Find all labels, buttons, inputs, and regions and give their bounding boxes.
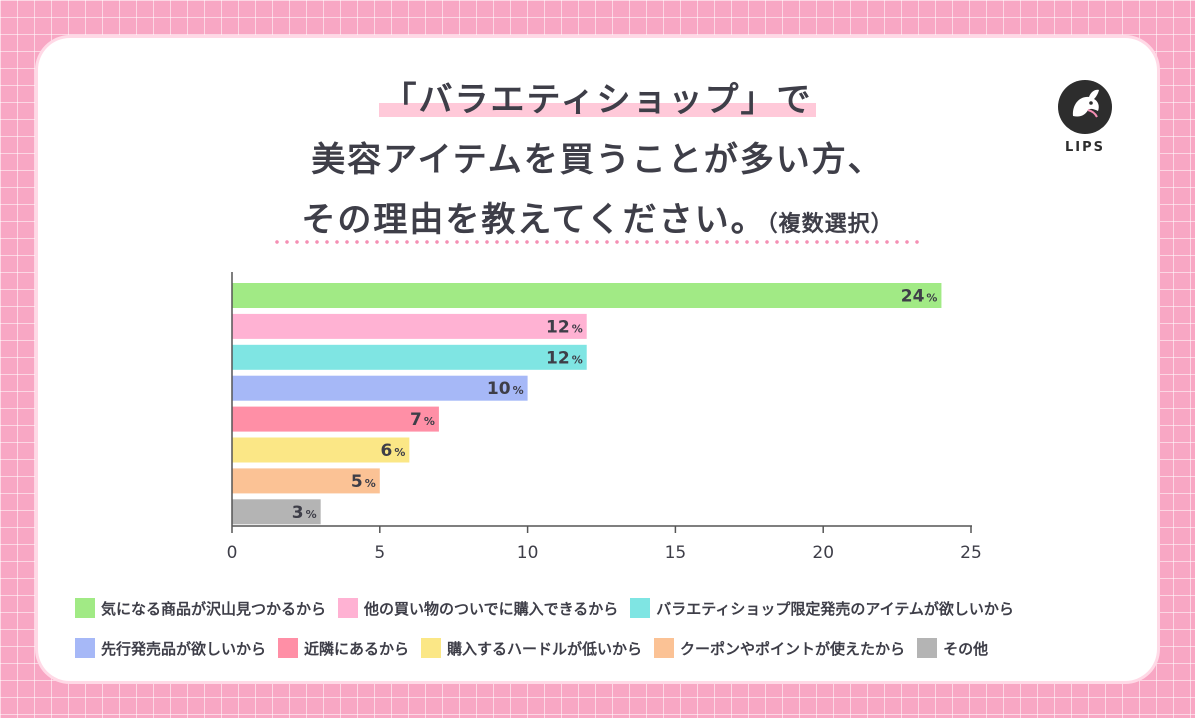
bar (232, 437, 410, 463)
data-label: 6% (380, 441, 405, 461)
title-line-2: 美容アイテムを買うことが多い方、 (311, 140, 884, 180)
title-line-3: その理由を教えてください。（複数選択） (0, 190, 1195, 255)
bar (232, 375, 528, 401)
legend-row: 気になる商品が沢山見つかるから 他の買い物のついでに購入できるから バラエティシ… (75, 588, 1155, 628)
x-tick-label: 25 (960, 543, 982, 563)
legend-item: 先行発売品が欲しいから (75, 638, 266, 659)
legend-item: 購入するハードルが低いから (421, 638, 642, 659)
legend-swatch (75, 638, 95, 658)
legend: 気になる商品が沢山見つかるから 他の買い物のついでに購入できるから バラエティシ… (75, 588, 1155, 668)
data-label: 12% (546, 348, 583, 368)
legend-label: クーポンやポイントが使えたから (680, 639, 906, 658)
lips-logo: LIPS (1055, 80, 1115, 155)
data-label: 10% (487, 379, 524, 399)
legend-item: 気になる商品が沢山見つかるから (75, 598, 326, 619)
legend-swatch (75, 598, 95, 618)
legend-swatch (654, 638, 675, 658)
legend-row: 先行発売品が欲しいから 近隣にあるから 購入するハードルが低いから クーポンやポ… (75, 628, 1155, 668)
data-label: 7% (410, 410, 435, 430)
bar (232, 313, 587, 339)
title-highlight: 「バラエティショップ」で (378, 80, 817, 120)
data-label: 5% (351, 472, 376, 492)
title-line-3-main: その理由を教えてください。 (301, 200, 767, 240)
title-line-1: 「バラエティショップ」で (0, 70, 1195, 130)
legend-swatch (421, 638, 442, 658)
x-tick-label: 10 (517, 543, 539, 563)
legend-label: 気になる商品が沢山見つかるから (101, 599, 327, 618)
chart-card (38, 38, 1157, 681)
legend-item: バラエティショップ限定発売のアイテムが欲しいから (630, 598, 1014, 619)
bar (232, 499, 321, 525)
legend-swatch (338, 598, 359, 618)
legend-item: その他 (917, 638, 988, 659)
x-tick-label: 0 (227, 543, 238, 563)
dotted-divider (272, 240, 924, 244)
data-label: 12% (546, 317, 583, 337)
legend-label: 購入するハードルが低いから (447, 639, 643, 658)
bar (232, 468, 380, 494)
legend-item: 他の買い物のついでに購入できるから (338, 598, 618, 619)
legend-swatch (278, 638, 299, 658)
x-tick-label: 5 (374, 543, 385, 563)
x-tick-label: 20 (812, 543, 834, 563)
bar (232, 406, 439, 432)
title-note: （複数選択） (766, 212, 894, 237)
data-label: 24% (901, 287, 938, 307)
legend-label: その他 (943, 639, 989, 658)
legend-item: クーポンやポイントが使えたから (654, 638, 905, 659)
bar (232, 283, 942, 308)
bar (232, 344, 587, 370)
legend-label: バラエティショップ限定発売のアイテムが欲しいから (656, 599, 1014, 618)
legend-label: 先行発売品が欲しいから (101, 639, 267, 658)
legend-swatch (630, 598, 651, 618)
legend-item: 近隣にあるから (278, 638, 409, 659)
logo-text: LIPS (1064, 140, 1105, 155)
data-label: 3% (292, 503, 317, 523)
legend-swatch (917, 638, 938, 658)
x-tick-label: 15 (665, 543, 687, 563)
legend-label: 他の買い物のついでに購入できるから (364, 599, 619, 618)
chart-title: 「バラエティショップ」で 美容アイテムを買うことが多い方、 その理由を教えてくだ… (0, 70, 1195, 255)
legend-label: 近隣にあるから (304, 639, 410, 658)
deer-logo-icon (1058, 80, 1112, 134)
